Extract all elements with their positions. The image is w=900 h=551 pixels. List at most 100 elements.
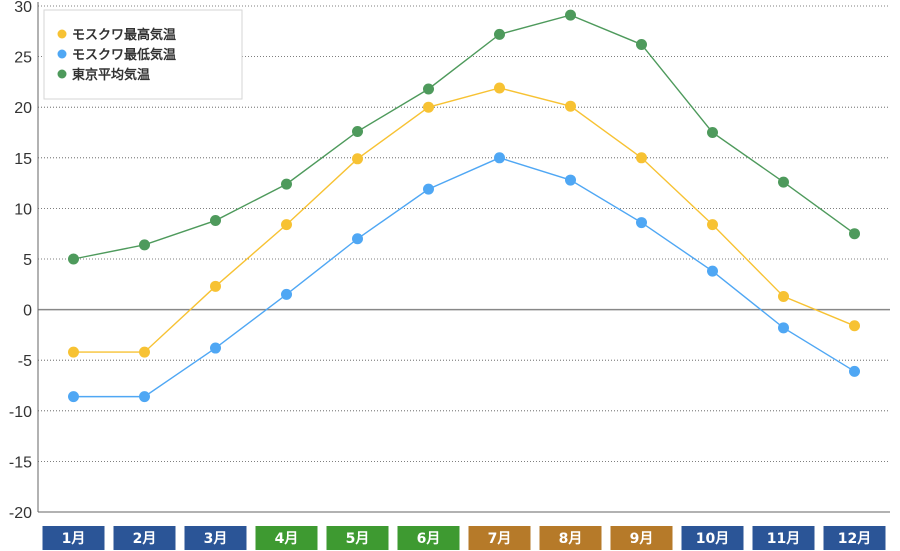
x-tick-label: 6月 xyxy=(417,531,441,547)
data-point xyxy=(707,265,718,277)
data-point xyxy=(423,83,434,95)
data-point xyxy=(565,174,576,186)
data-point xyxy=(139,391,150,403)
month-badge-bg xyxy=(752,526,815,550)
y-tick-label: 10 xyxy=(14,201,32,218)
y-tick-label: 20 xyxy=(14,100,32,117)
data-point xyxy=(281,288,292,300)
x-tick-label: 9月 xyxy=(630,531,654,547)
data-point xyxy=(778,176,789,188)
x-tick-label: 3月 xyxy=(204,531,228,547)
data-point xyxy=(494,28,505,40)
legend-marker xyxy=(57,49,67,59)
month-badge: 5月 xyxy=(326,526,389,550)
x-tick-label: 2月 xyxy=(133,531,157,547)
month-badge: 8月 xyxy=(539,526,602,550)
data-series xyxy=(68,9,860,403)
y-tick-label: 25 xyxy=(14,50,32,67)
legend-label: 東京平均気温 xyxy=(72,67,150,83)
data-point xyxy=(565,100,576,112)
x-tick-label: 8月 xyxy=(559,531,583,547)
data-point xyxy=(281,219,292,231)
legend-label: モスクワ最高気温 xyxy=(72,27,176,43)
data-point xyxy=(707,219,718,231)
x-tick-label: 10月 xyxy=(696,531,729,547)
data-point xyxy=(778,290,789,302)
legend-item: モスクワ最高気温 xyxy=(57,27,176,43)
data-point xyxy=(210,280,221,292)
legend-item: モスクワ最低気温 xyxy=(57,47,176,63)
legend-box xyxy=(43,9,243,100)
month-badge-bg xyxy=(539,526,602,550)
data-point xyxy=(707,127,718,138)
data-point xyxy=(565,9,576,21)
data-point xyxy=(352,233,363,245)
month-badge-bg xyxy=(184,526,247,550)
y-tick-label: 30 xyxy=(14,0,32,16)
month-badge: 2月 xyxy=(113,526,176,550)
month-badge-bg xyxy=(255,526,318,550)
month-badge: 9月 xyxy=(610,526,673,550)
x-tick-label: 12月 xyxy=(838,531,871,547)
month-badge: 11月 xyxy=(752,526,815,550)
data-point xyxy=(849,228,860,240)
x-tick-label: 4月 xyxy=(275,531,299,547)
month-badges: 1月 2月 3月 4月 5月 6月 7月 8月 9月 10月 11月 12月 xyxy=(42,526,886,550)
grid-lines xyxy=(38,5,890,462)
data-point xyxy=(68,346,79,358)
month-badge: 4月 xyxy=(255,526,318,550)
month-badge: 6月 xyxy=(397,526,460,550)
data-point xyxy=(352,125,363,137)
y-tick-label: -20 xyxy=(9,505,32,522)
data-point xyxy=(636,38,647,50)
x-tick-label: 11月 xyxy=(767,531,800,547)
data-point xyxy=(849,320,860,332)
y-tick-label: 5 xyxy=(23,252,32,269)
data-point xyxy=(423,101,434,113)
data-point xyxy=(210,215,221,227)
x-tick-label: 1月 xyxy=(62,531,86,547)
month-badge-bg xyxy=(468,526,531,550)
month-badge-bg xyxy=(681,526,744,550)
month-badge-bg xyxy=(42,526,105,550)
legend-marker xyxy=(57,69,67,79)
month-badge-bg xyxy=(823,526,886,550)
data-point xyxy=(210,342,221,354)
y-tick-label: 0 xyxy=(23,303,32,320)
month-badge-bg xyxy=(610,526,673,550)
month-badge: 10月 xyxy=(681,526,744,550)
series-line xyxy=(73,14,855,260)
data-point xyxy=(778,322,789,334)
legend-label: モスクワ最低気温 xyxy=(72,47,176,63)
data-point xyxy=(139,346,150,358)
x-tick-label: 7月 xyxy=(488,531,512,547)
data-point xyxy=(139,239,150,251)
month-badge-bg xyxy=(326,526,389,550)
legend-item: 東京平均気温 xyxy=(57,67,150,83)
month-badge: 3月 xyxy=(184,526,247,550)
data-point xyxy=(281,178,292,190)
legend-marker xyxy=(57,29,67,39)
y-axis-tick-labels: 30 25 20 15 10 5 0 -5 -10 -15 -20 xyxy=(9,0,32,522)
month-badge-bg xyxy=(397,526,460,550)
series-2 xyxy=(68,152,860,403)
data-point xyxy=(636,152,647,164)
series-line xyxy=(73,157,855,398)
y-tick-label: -15 xyxy=(9,454,32,471)
series-line xyxy=(73,87,855,353)
data-point xyxy=(494,152,505,164)
data-point xyxy=(68,391,79,403)
data-point xyxy=(849,365,860,377)
data-point xyxy=(494,82,505,94)
x-tick-label: 5月 xyxy=(346,531,370,547)
month-badge: 12月 xyxy=(823,526,886,550)
data-point xyxy=(636,217,647,229)
month-badge: 1月 xyxy=(42,526,105,550)
data-point xyxy=(68,253,79,265)
month-badge: 7月 xyxy=(468,526,531,550)
y-tick-label: -10 xyxy=(9,404,32,421)
series-1 xyxy=(68,82,860,358)
y-tick-label: 15 xyxy=(14,151,32,168)
